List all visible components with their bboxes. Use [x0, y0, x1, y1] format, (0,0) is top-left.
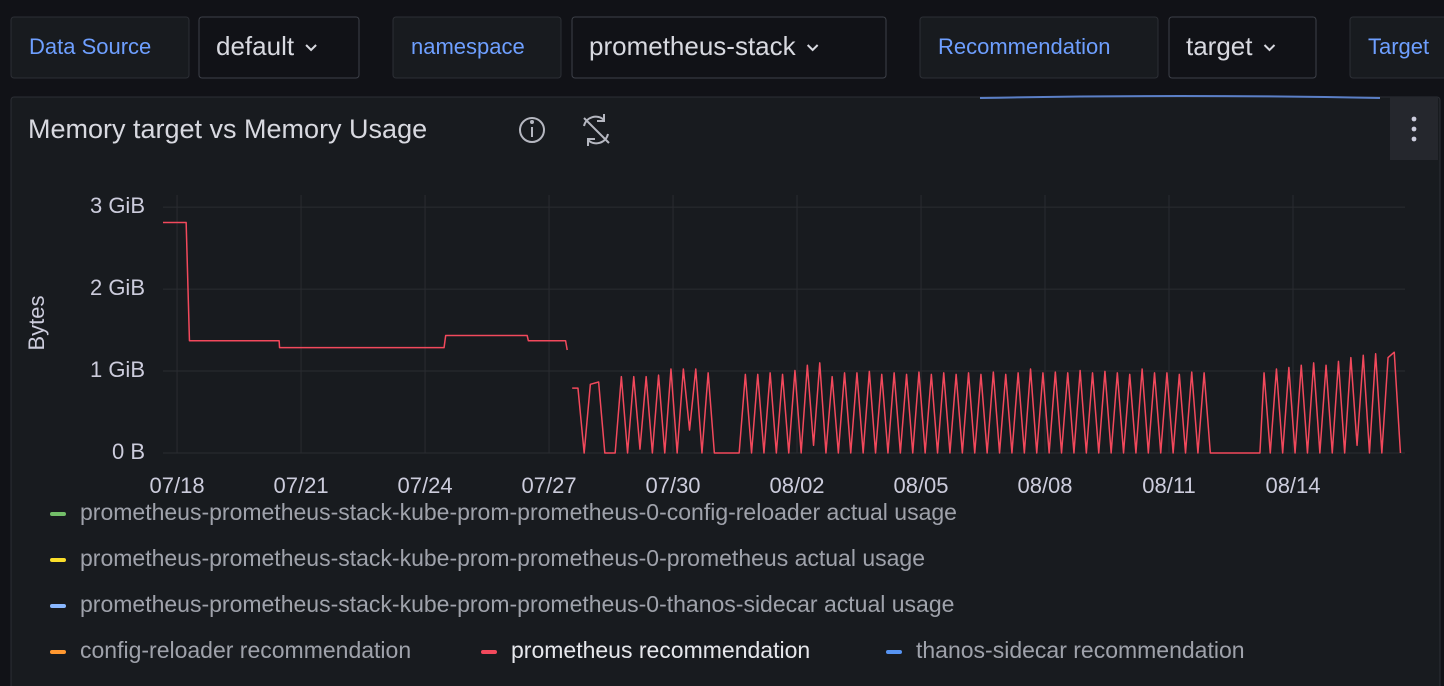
y-tick-label: 2 GiB: [90, 275, 145, 300]
loading-bar: [979, 95, 1381, 99]
legend-item[interactable]: config-reloader recommendation: [80, 637, 411, 663]
y-tick-label: 3 GiB: [90, 193, 145, 218]
legend-item[interactable]: thanos-sidecar recommendation: [916, 637, 1245, 663]
variable-value: prometheus-stack: [589, 31, 797, 61]
y-axis-label: Bytes: [24, 295, 49, 350]
variable-label-box: [1349, 16, 1444, 79]
variable-label-box: [919, 16, 1159, 79]
variable-label-box: [10, 16, 190, 79]
menu-dots: [1411, 116, 1417, 142]
x-tick-label: 08/08: [1017, 473, 1072, 498]
variable-select[interactable]: [1168, 16, 1317, 79]
legend-item[interactable]: prometheus-prometheus-stack-kube-prom-pr…: [80, 499, 957, 525]
x-tick-label: 08/02: [769, 473, 824, 498]
y-tick-label: 0 B: [112, 439, 145, 464]
chevron: [305, 44, 317, 52]
variable-label: namespace: [411, 34, 525, 59]
legend-item[interactable]: prometheus-prometheus-stack-kube-prom-pr…: [80, 591, 954, 617]
x-tick-label: 07/24: [398, 473, 453, 498]
x-tick-label: 07/21: [274, 473, 329, 498]
series-line: [163, 221, 1402, 454]
y-tick-label: 1 GiB: [90, 357, 145, 382]
x-tick-label: 08/14: [1265, 473, 1320, 498]
legend-item[interactable]: prometheus recommendation: [511, 637, 810, 663]
x-tick-label: 07/30: [645, 473, 700, 498]
variable-value: default: [216, 31, 295, 61]
variable-value: target: [1186, 31, 1253, 61]
x-tick-label: 08/11: [1142, 473, 1195, 498]
x-tick-label: 07/18: [150, 473, 205, 498]
variable-select[interactable]: [198, 16, 360, 79]
variable-label: Target: [1368, 34, 1429, 59]
variable-select[interactable]: [571, 16, 887, 79]
variable-label: Data Source: [29, 34, 151, 59]
variable-label-box: [392, 16, 562, 79]
panel-title: Memory target vs Memory Usage: [28, 114, 427, 144]
chevron: [1263, 44, 1276, 52]
x-tick-label: 08/05: [893, 473, 948, 498]
legend-item[interactable]: prometheus-prometheus-stack-kube-prom-pr…: [80, 545, 925, 571]
panel: [10, 96, 1441, 686]
sync-off-icon[interactable]: [583, 114, 610, 146]
x-tick-label: 07/27: [522, 473, 577, 498]
variable-label: Recommendation: [938, 34, 1110, 59]
info-icon[interactable]: [519, 117, 545, 143]
chevron: [806, 44, 819, 52]
